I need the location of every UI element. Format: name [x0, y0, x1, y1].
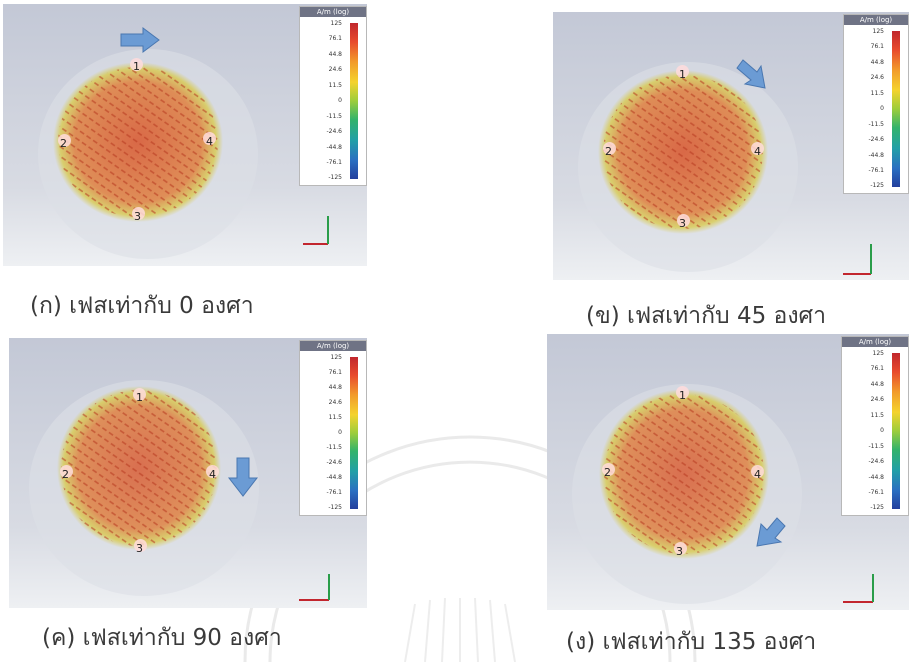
port-label: 3	[136, 542, 143, 555]
right-arrow-icon	[120, 27, 160, 53]
down-left-arrow-icon	[756, 517, 786, 547]
field-plot-c	[9, 338, 367, 608]
port-label: 2	[62, 468, 69, 481]
figure-caption-a: (ก) เฟสเท่ากับ 0 องศา	[30, 293, 254, 319]
port-label: 4	[754, 468, 761, 481]
figure-panel-a: 1 2 3 4 A/m (log) 125 76.1 44.8 24.6 11.…	[3, 4, 367, 266]
legend-title: A/m (log)	[300, 7, 366, 17]
figure-caption-c: (ค) เฟสเท่ากับ 90 องศา	[42, 625, 282, 651]
port-label: 2	[604, 466, 611, 479]
colorbar-legend: A/m (log) 125 76.1 44.8 24.6 11.5 0 -11.…	[843, 14, 909, 194]
port-label: 4	[209, 468, 216, 481]
port-label: 1	[679, 68, 686, 81]
down-arrow-icon	[227, 457, 259, 497]
figure-panel-b: 1 2 3 4 A/m (log) 125 76.1 44.8 24.6 11.…	[553, 12, 909, 280]
legend-title: A/m (log)	[842, 337, 908, 347]
colorbar-legend: A/m (log) 125 76.1 44.8 24.6 11.5 0 -11.…	[299, 340, 367, 516]
port-label: 2	[605, 145, 612, 158]
legend-title: A/m (log)	[300, 341, 366, 351]
port-label: 1	[133, 60, 140, 73]
figure-panel-d: 1 2 3 4 A/m (log) 125 76.1 44.8 24.6 11.…	[547, 334, 909, 610]
legend-title: A/m (log)	[844, 15, 908, 25]
figure-caption-b: (ข) เฟสเท่ากับ 45 องศา	[586, 303, 827, 329]
figure-caption-d: (ง) เฟสเท่ากับ 135 องศา	[566, 629, 817, 655]
colorbar-legend: A/m (log) 125 76.1 44.8 24.6 11.5 0 -11.…	[841, 336, 909, 516]
port-label: 3	[676, 545, 683, 558]
down-right-arrow-icon	[736, 59, 766, 89]
port-label: 4	[754, 145, 761, 158]
colorbar-legend: A/m (log) 125 76.1 44.8 24.6 11.5 0 -11.…	[299, 6, 367, 186]
port-label: 1	[679, 389, 686, 402]
figure-panel-c: 1 2 3 4 A/m (log) 125 76.1 44.8 24.6 11.…	[9, 338, 367, 608]
port-label: 3	[134, 210, 141, 223]
port-label: 3	[679, 217, 686, 230]
port-label: 1	[136, 391, 143, 404]
port-label: 4	[206, 135, 213, 148]
port-label: 2	[60, 137, 67, 150]
